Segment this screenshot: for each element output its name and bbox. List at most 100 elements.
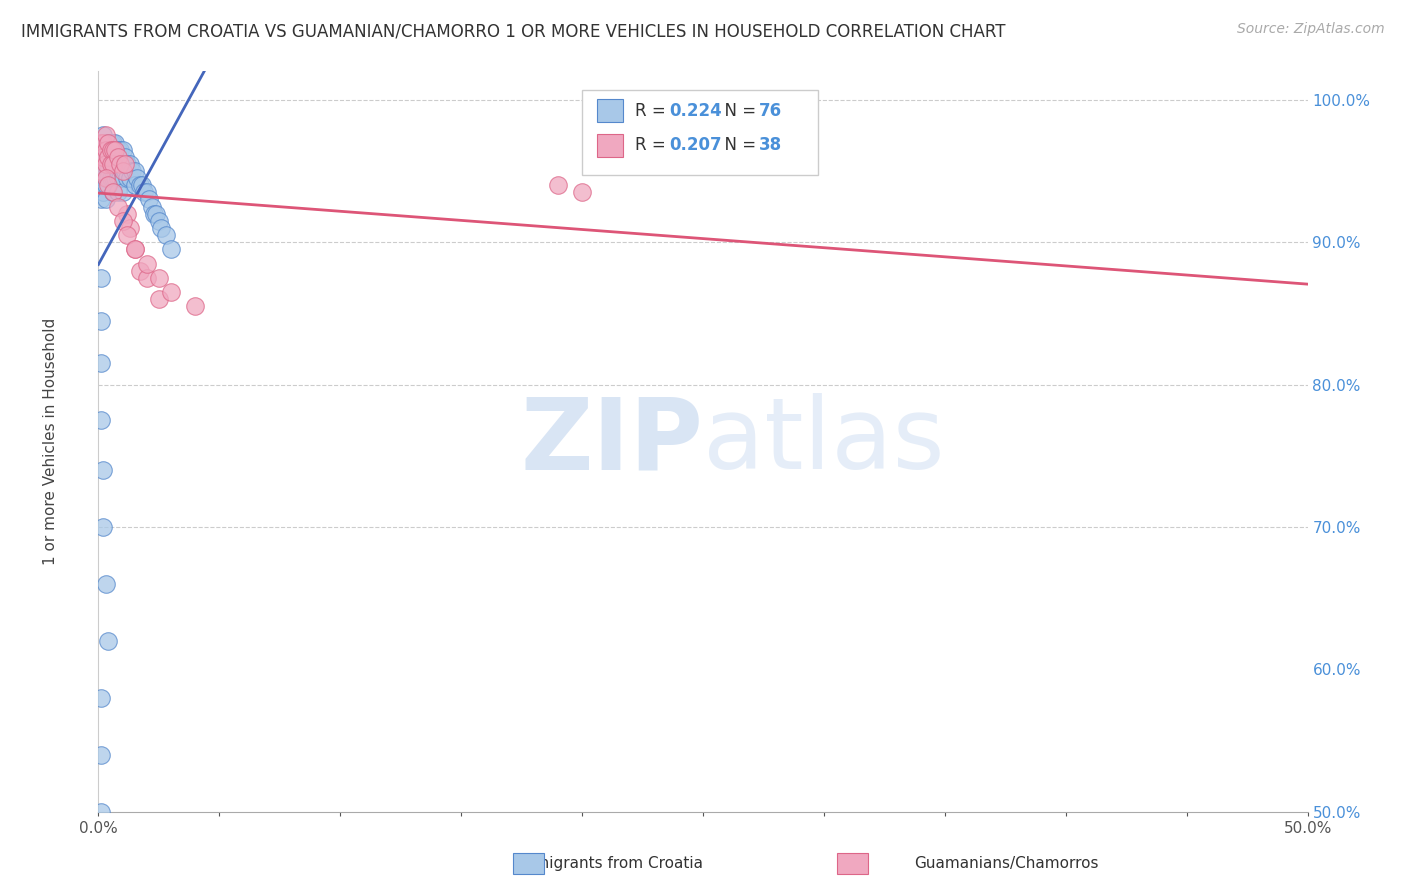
- Point: [94, 164, 117, 178]
- Point: [97, 633, 120, 648]
- Point: [117, 228, 139, 243]
- Point: [148, 270, 170, 285]
- Point: [127, 171, 149, 186]
- Point: [117, 207, 139, 221]
- Point: [100, 157, 122, 171]
- FancyBboxPatch shape: [596, 134, 623, 157]
- Point: [97, 136, 120, 150]
- Point: [118, 221, 141, 235]
- Point: [90, 690, 112, 705]
- Point: [97, 150, 120, 164]
- Point: [97, 171, 120, 186]
- Text: Guamanians/Chamorros: Guamanians/Chamorros: [914, 856, 1098, 871]
- Point: [90, 747, 112, 762]
- Point: [90, 313, 112, 327]
- Point: [547, 178, 569, 193]
- Point: [101, 186, 124, 200]
- Point: [118, 171, 141, 186]
- Point: [114, 150, 136, 164]
- Point: [150, 221, 173, 235]
- Point: [94, 577, 117, 591]
- Point: [94, 178, 117, 193]
- Point: [90, 164, 112, 178]
- Point: [101, 143, 124, 157]
- Point: [107, 171, 129, 186]
- Point: [121, 164, 143, 178]
- Point: [134, 186, 156, 200]
- Point: [91, 186, 114, 200]
- Point: [101, 171, 124, 186]
- Text: Source: ZipAtlas.com: Source: ZipAtlas.com: [1237, 22, 1385, 37]
- Point: [97, 136, 120, 150]
- Point: [104, 157, 127, 171]
- Point: [101, 157, 124, 171]
- Point: [155, 228, 177, 243]
- Point: [131, 178, 153, 193]
- Point: [90, 356, 112, 370]
- Point: [111, 164, 134, 178]
- Point: [104, 143, 127, 157]
- Point: [571, 186, 593, 200]
- Point: [108, 157, 131, 171]
- Point: [90, 178, 112, 193]
- Point: [184, 299, 207, 313]
- Point: [108, 171, 131, 186]
- Point: [111, 157, 134, 171]
- Point: [94, 143, 117, 157]
- Point: [100, 150, 122, 164]
- Point: [91, 157, 114, 171]
- Point: [141, 200, 163, 214]
- Text: 76: 76: [759, 102, 782, 120]
- Point: [114, 157, 136, 171]
- Point: [90, 805, 112, 819]
- Point: [135, 256, 157, 270]
- Text: atlas: atlas: [703, 393, 945, 490]
- Point: [90, 270, 112, 285]
- Text: N =: N =: [714, 136, 761, 154]
- Point: [124, 243, 146, 257]
- Point: [108, 143, 131, 157]
- Point: [94, 193, 117, 207]
- Point: [100, 136, 122, 150]
- Point: [117, 171, 139, 186]
- Point: [117, 157, 139, 171]
- FancyBboxPatch shape: [596, 99, 623, 122]
- Point: [143, 207, 166, 221]
- Point: [91, 136, 114, 150]
- Point: [101, 186, 124, 200]
- Point: [148, 292, 170, 306]
- Point: [160, 243, 183, 257]
- Point: [107, 157, 129, 171]
- Point: [90, 150, 112, 164]
- Point: [104, 136, 127, 150]
- Text: 38: 38: [759, 136, 782, 154]
- Point: [101, 136, 124, 150]
- Point: [97, 164, 120, 178]
- Point: [138, 193, 160, 207]
- Point: [114, 164, 136, 178]
- Point: [97, 178, 120, 193]
- Point: [101, 157, 124, 171]
- Text: R =: R =: [636, 136, 671, 154]
- Point: [124, 178, 146, 193]
- Point: [145, 207, 167, 221]
- Text: 0.207: 0.207: [669, 136, 721, 154]
- Point: [90, 193, 112, 207]
- Point: [94, 157, 117, 171]
- Text: ZIP: ZIP: [520, 393, 703, 490]
- Point: [91, 150, 114, 164]
- Point: [94, 136, 117, 150]
- Point: [135, 186, 157, 200]
- Point: [135, 270, 157, 285]
- Point: [160, 285, 183, 299]
- Point: [118, 157, 141, 171]
- Text: Immigrants from Croatia: Immigrants from Croatia: [515, 856, 703, 871]
- Point: [100, 171, 122, 186]
- Point: [94, 128, 117, 143]
- Point: [104, 171, 127, 186]
- Point: [90, 136, 112, 150]
- Point: [124, 164, 146, 178]
- Point: [107, 143, 129, 157]
- Point: [107, 150, 129, 164]
- Text: 0.224: 0.224: [669, 102, 721, 120]
